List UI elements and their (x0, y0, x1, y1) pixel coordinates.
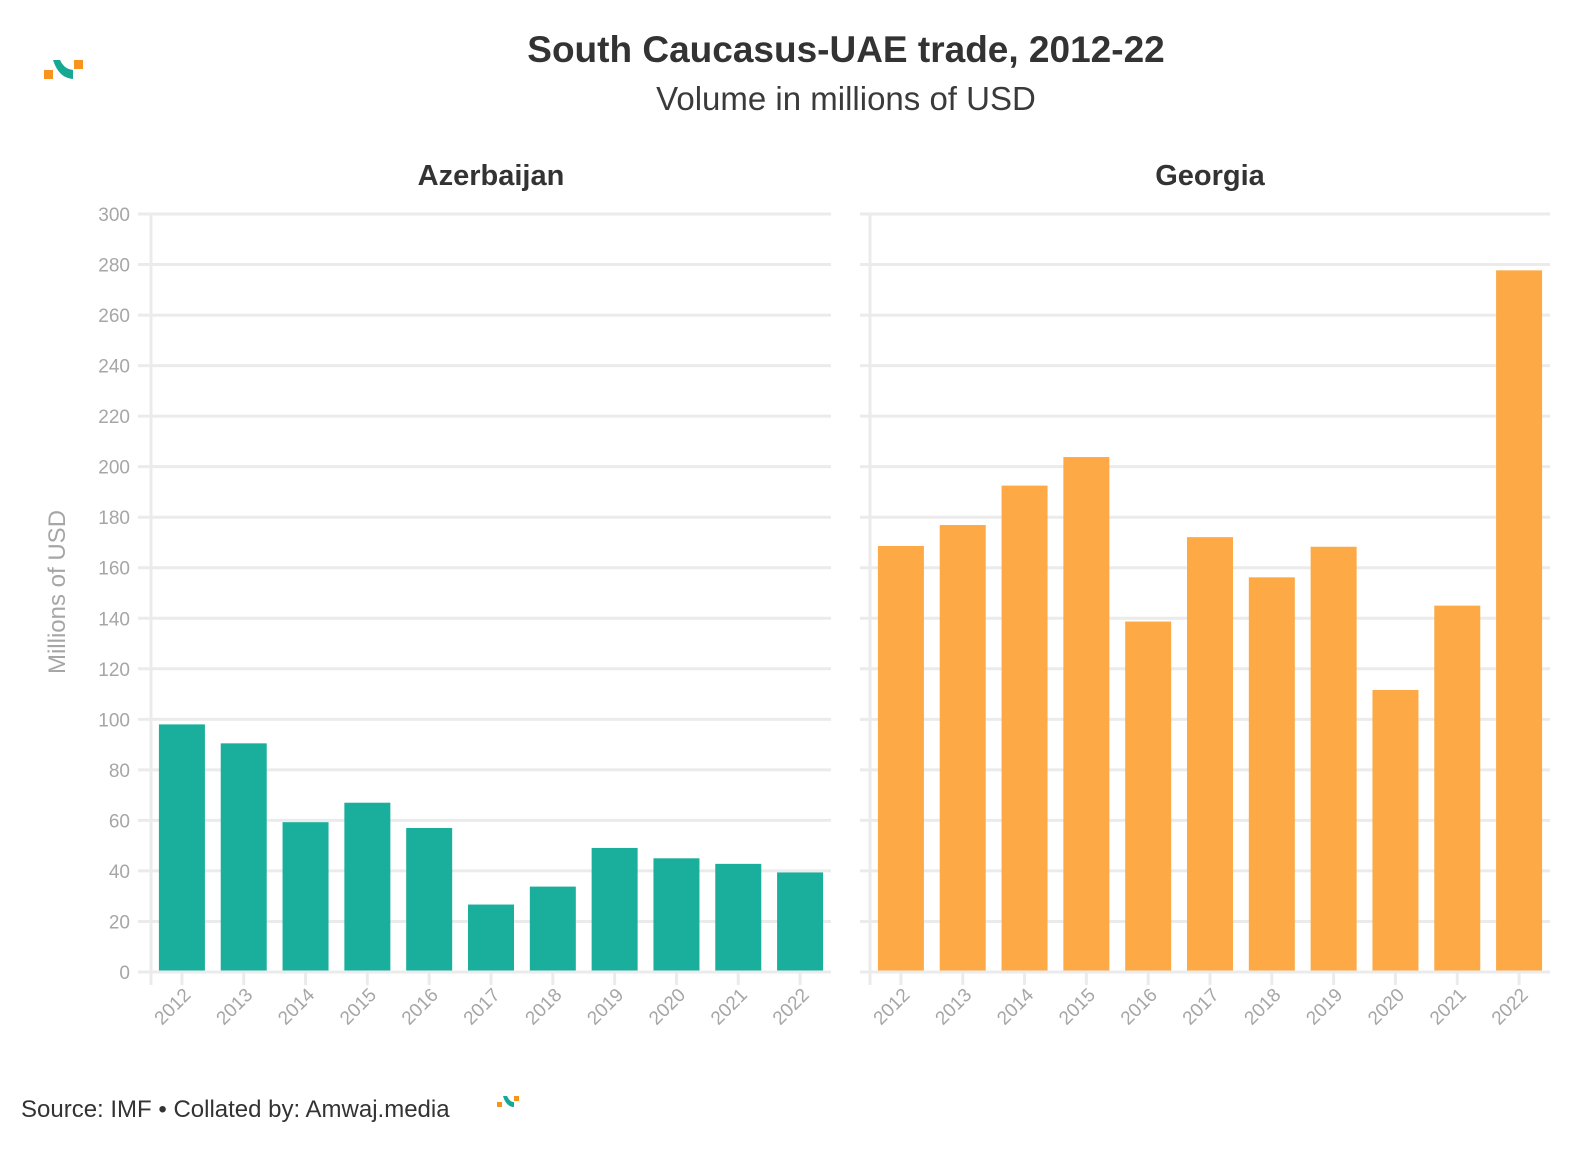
bar-azerbaijan-2014 (282, 822, 329, 972)
panel-azerbaijan: Azerbaijan 0 20 40 60 80 100 120 140 160 180 200 22… (98, 160, 831, 1029)
y-axis-title: Millions of USD (44, 510, 71, 674)
bar-georgia-2018 (1248, 577, 1295, 972)
bar-azerbaijan-2021 (715, 863, 762, 972)
x-tick-label: 2021 (1426, 985, 1471, 1030)
x-tick-label: 2019 (583, 985, 628, 1030)
x-tick-label: 2012 (151, 985, 196, 1030)
bar-georgia-2020 (1372, 690, 1419, 972)
x-tick-label: 2013 (213, 985, 258, 1030)
x-tick-label: 2022 (769, 985, 814, 1030)
x-tick-label: 2018 (522, 985, 567, 1030)
source-note: Source: IMF • Collated by: Amwaj.media (21, 1096, 450, 1123)
bar-azerbaijan-2012 (158, 724, 205, 972)
bar-georgia-2021 (1434, 605, 1481, 972)
y-tick-label: 60 (109, 811, 130, 832)
chart-title: South Caucasus-UAE trade, 2012-22 (527, 29, 1164, 70)
bar-azerbaijan-2016 (406, 827, 453, 972)
bar-azerbaijan-2018 (529, 886, 576, 972)
footer-logo-icon (497, 1096, 519, 1107)
chart-subtitle: Volume in millions of USD (656, 80, 1036, 117)
bar-azerbaijan-2022 (777, 872, 824, 972)
bar-georgia-2015 (1063, 457, 1110, 973)
y-tick-label: 120 (98, 660, 130, 681)
panel-title-georgia: Georgia (1155, 160, 1265, 192)
y-tick-label: 20 (109, 912, 130, 933)
y-tick-label: 160 (98, 559, 130, 580)
x-tick-label: 2017 (460, 985, 505, 1030)
x-tick-label: 2016 (1117, 985, 1162, 1030)
y-tick-label: 100 (98, 710, 130, 731)
bar-azerbaijan-2013 (220, 743, 267, 972)
y-tick-label: 220 (98, 407, 130, 428)
y-tick-label: 280 (98, 256, 130, 277)
x-tick-label: 2014 (993, 984, 1038, 1029)
x-tick-label: 2013 (932, 985, 977, 1030)
x-tick-label: 2018 (1241, 985, 1286, 1030)
y-tick-label: 0 (119, 963, 130, 984)
x-tick-label: 2020 (645, 985, 690, 1030)
y-tick-label: 260 (98, 306, 130, 327)
bar-georgia-2017 (1187, 537, 1233, 972)
bar-georgia-2013 (939, 525, 986, 972)
bar-azerbaijan-2015 (344, 802, 391, 972)
x-tick-label: 2017 (1179, 985, 1224, 1030)
y-tick-label: 40 (109, 862, 130, 883)
bar-georgia-2019 (1310, 546, 1357, 972)
amwaj-logo-icon (44, 60, 83, 79)
x-tick-label: 2015 (336, 985, 381, 1030)
y-tick-label: 200 (98, 458, 130, 479)
y-tick-label: 80 (109, 761, 130, 782)
bar-azerbaijan-2019 (591, 847, 638, 972)
bar-georgia-2014 (1001, 485, 1048, 972)
panel-title-azerbaijan: Azerbaijan (418, 160, 565, 192)
x-tick-label: 2014 (274, 984, 319, 1029)
bar-georgia-2022 (1496, 270, 1543, 972)
x-tick-label: 2022 (1488, 985, 1533, 1030)
bar-georgia-2016 (1125, 621, 1172, 972)
x-tick-label: 2021 (707, 985, 752, 1030)
panel-georgia: Georgia 2012 2013 2014 2015 2016 2017 2018 2019… (860, 160, 1550, 1029)
x-tick-label: 2019 (1302, 985, 1347, 1030)
bar-georgia-2012 (877, 546, 924, 972)
x-tick-label: 2015 (1055, 985, 1100, 1030)
bar-azerbaijan-2017 (468, 904, 514, 972)
x-tick-label: 2012 (870, 985, 915, 1030)
y-tick-label: 180 (98, 508, 130, 529)
y-tick-label: 300 (98, 205, 130, 226)
bar-azerbaijan-2020 (653, 858, 700, 972)
x-tick-label: 2016 (398, 985, 443, 1030)
x-tick-label: 2020 (1364, 985, 1409, 1030)
y-tick-label: 140 (98, 609, 130, 630)
y-tick-label: 240 (98, 357, 130, 378)
